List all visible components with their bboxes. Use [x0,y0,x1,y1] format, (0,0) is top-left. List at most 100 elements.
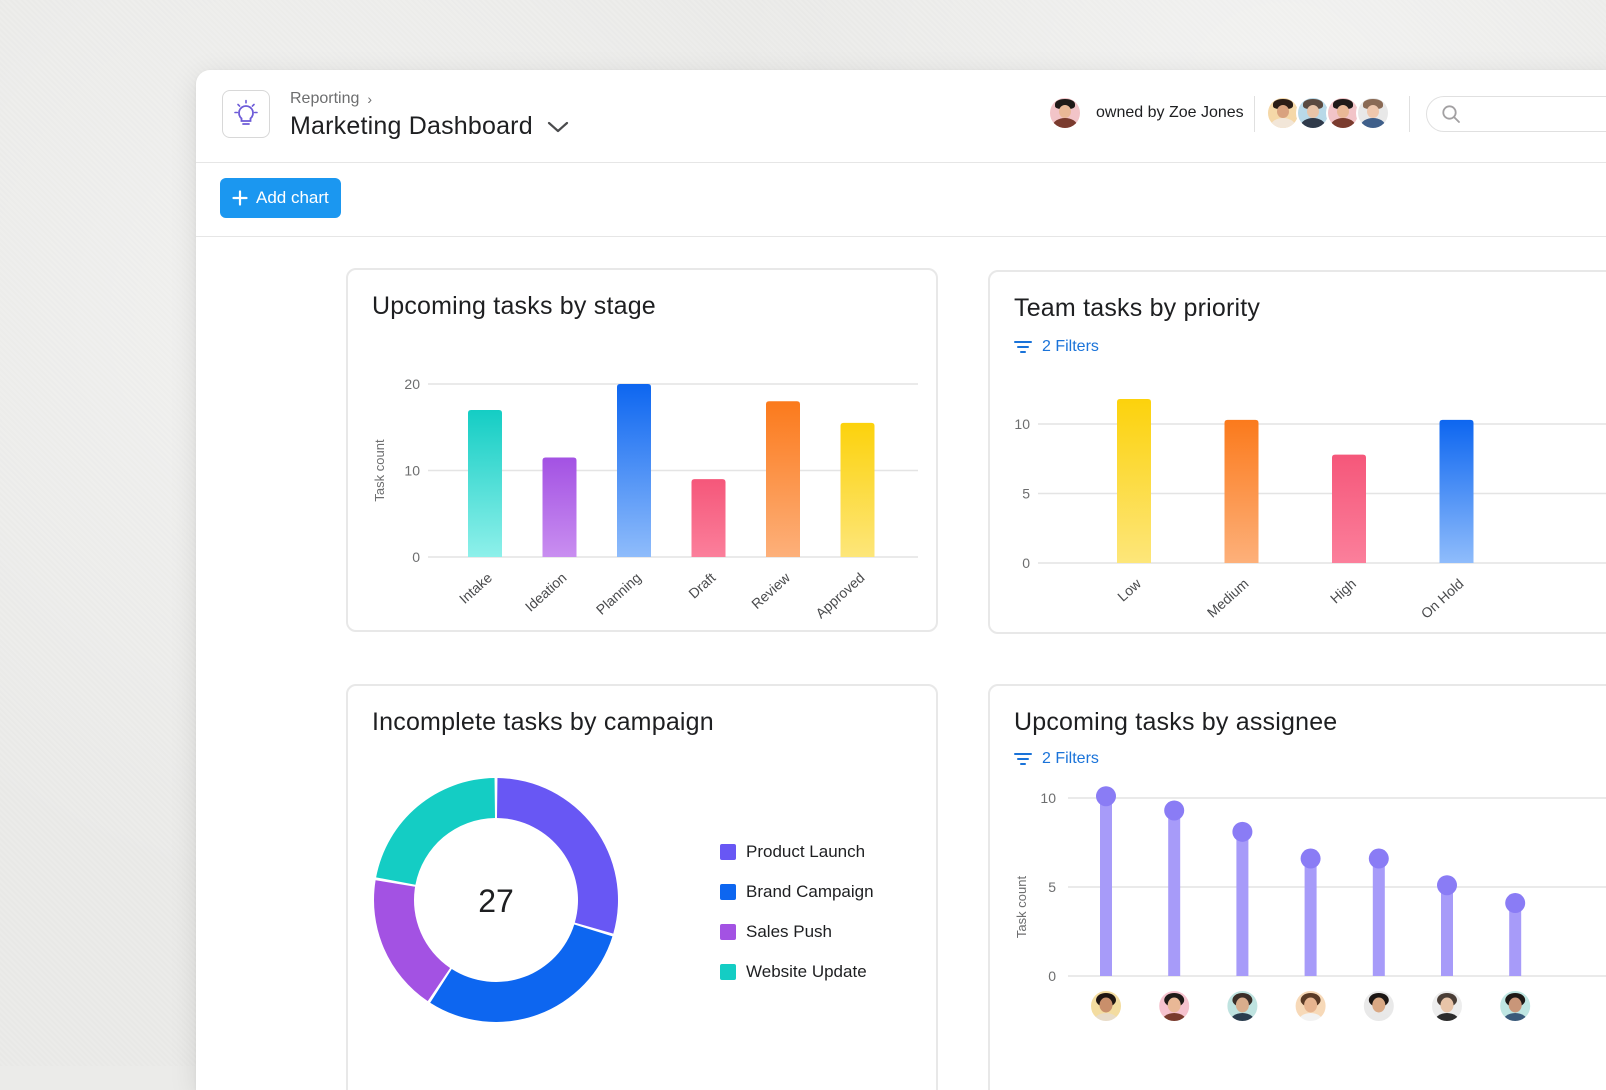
legend-item: Sales Push [720,912,874,952]
owner-info[interactable]: owned by Zoe Jones [1048,96,1244,130]
stage-bar-chart: 0 10 20 Task count Intake Ideation Planning Dra… [372,376,918,621]
filter-button[interactable]: 2 Filters [1014,750,1099,768]
member-avatar[interactable] [1296,96,1330,130]
chart-card-campaign[interactable]: Incomplete tasks by campaign 27 Product … [346,684,938,1090]
plus-icon [232,190,248,206]
lollipop-dot[interactable] [1300,848,1321,869]
chart-card-stage[interactable]: Upcoming tasks by stage 0 10 20 Task count I… [346,268,938,632]
card-title: Upcoming tasks by stage [372,292,656,320]
toolbar: Add chart [196,162,1606,237]
project-icon[interactable] [222,90,270,138]
add-chart-button[interactable]: Add chart [220,178,341,218]
campaign-donut-chart: 27 [374,778,618,1022]
x-tick-label: Ideation [522,569,570,614]
bar-intake[interactable] [468,409,502,557]
app-window: Reporting › Marketing Dashboard owned by… [196,70,1606,1090]
filter-label: 2 Filters [1042,750,1099,767]
x-tick-label: Approved [812,569,867,621]
bar-on-hold[interactable] [1439,419,1474,563]
bar-approved[interactable] [840,422,875,557]
page-title: Marketing Dashboard [290,112,533,140]
member-avatar[interactable] [1266,96,1300,130]
x-tick-label: Draft [685,569,718,601]
assignee-avatar[interactable] [1293,989,1328,1033]
lollipop-dot[interactable] [1437,875,1457,896]
bar-review[interactable] [766,401,800,557]
x-tick-label: High [1327,575,1359,606]
legend-item: Product Launch [720,832,874,872]
filter-button[interactable]: 2 Filters [1014,338,1099,356]
lollipop-dot[interactable] [1368,848,1389,869]
donut-slice-brand-campaign[interactable] [430,924,613,1022]
lollipop-dot[interactable] [1505,893,1526,914]
legend-swatch [720,964,736,980]
lollipop-stem[interactable] [1372,858,1385,976]
chevron-down-icon[interactable] [547,120,569,134]
lollipop-stem[interactable] [1100,796,1112,976]
member-avatar[interactable] [1356,96,1390,130]
donut-slice-product-launch[interactable] [496,778,618,934]
y-tick-label: 10 [404,463,420,479]
assignee-avatar[interactable] [1157,989,1192,1033]
chart-card-assignee[interactable]: Upcoming tasks by assignee 2 Filters 0 5 1… [988,684,1606,1090]
y-tick-label: 0 [1022,555,1030,571]
owner-avatar [1048,96,1082,130]
x-tick-label: Planning [593,569,644,617]
donut-center-total: 27 [478,883,514,919]
x-tick-label: On Hold [1418,575,1467,621]
bar-high[interactable] [1332,454,1366,563]
legend-item: Brand Campaign [720,872,874,912]
bar-ideation[interactable] [542,457,577,557]
breadcrumb: Reporting › [290,90,372,108]
search-box[interactable] [1426,96,1606,132]
donut-slice-sales-push[interactable] [374,880,451,1002]
card-title: Team tasks by priority [1014,294,1261,322]
assignee-avatar[interactable] [1361,989,1396,1033]
x-tick-label: Review [748,569,793,612]
y-tick-label: 10 [1040,790,1056,806]
lollipop-dot[interactable] [1232,821,1253,842]
y-tick-label: 10 [1014,416,1030,432]
y-tick-label: 20 [404,376,420,392]
lollipop-stem[interactable] [1441,885,1453,976]
lollipop-dot[interactable] [1164,800,1185,821]
lollipop-stem[interactable] [1236,831,1249,976]
y-tick-label: 0 [1048,968,1056,984]
filter-icon [1014,341,1032,353]
campaign-legend: Product Launch Brand Campaign Sales Push We… [720,832,874,992]
member-avatar[interactable] [1326,96,1360,130]
assignee-lollipop-chart: 0 5 10 Task count [1014,786,1606,1033]
legend-label: Brand Campaign [746,882,874,901]
lightbulb-icon [234,99,258,125]
y-axis-label: Task count [372,439,387,502]
assignee-avatar[interactable] [1498,989,1533,1033]
lollipop-stem[interactable] [1168,810,1181,976]
assignee-avatar[interactable] [1225,989,1260,1033]
header-divider [1254,96,1255,132]
legend-swatch [720,844,736,860]
filter-label: 2 Filters [1042,338,1099,355]
legend-item: Website Update [720,952,874,992]
project-members[interactable] [1266,96,1390,130]
bar-planning[interactable] [617,384,651,557]
x-tick-label: Medium [1204,575,1252,620]
y-tick-label: 0 [412,549,420,565]
bar-draft[interactable] [691,479,726,557]
donut-slice-website-update[interactable] [376,778,496,885]
priority-bar-chart: 0 5 10 Low Medium High On Hold [1014,398,1606,622]
bar-low[interactable] [1117,398,1151,563]
chart-card-priority[interactable]: Team tasks by priority 2 Filters 0 5 10 Low… [988,270,1606,634]
bar-medium[interactable] [1224,419,1259,563]
header: Reporting › Marketing Dashboard owned by… [196,70,1606,163]
filter-icon [1014,753,1032,765]
assignee-avatar[interactable] [1089,989,1123,1033]
owner-text: owned by Zoe Jones [1096,104,1244,121]
lollipop-dot[interactable] [1096,786,1116,807]
lollipop-stem[interactable] [1509,903,1522,976]
title-row: Marketing Dashboard [290,112,569,141]
lollipop-stem[interactable] [1304,858,1317,976]
search-input[interactable] [1469,104,1606,124]
legend-swatch [720,924,736,940]
assignee-avatar[interactable] [1430,989,1464,1033]
breadcrumb-reporting[interactable]: Reporting [290,90,360,107]
